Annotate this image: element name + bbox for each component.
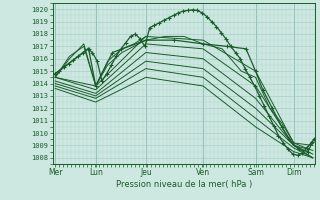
X-axis label: Pression niveau de la mer( hPa ): Pression niveau de la mer( hPa ) bbox=[116, 180, 252, 189]
